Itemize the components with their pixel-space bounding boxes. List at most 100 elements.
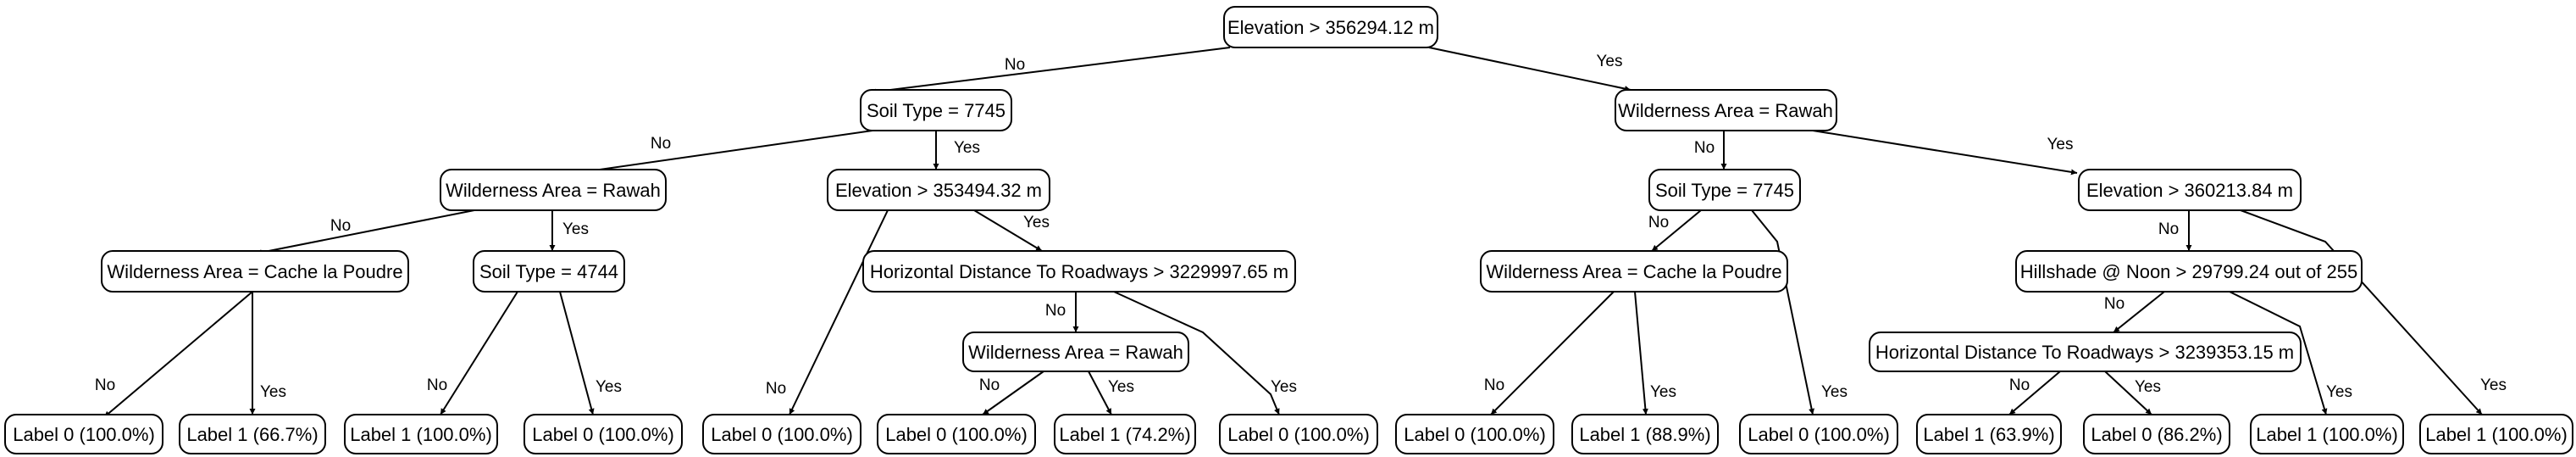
edge-elev353-yes	[973, 209, 1043, 252]
edge-label-yes: Yes	[1023, 214, 1050, 231]
node-label: Soil Type = 4744	[479, 261, 618, 282]
leaf-label: Label 0 (100.0%)	[1404, 424, 1546, 445]
edge-label-yes: Yes	[2326, 383, 2352, 401]
leaf-label: Label 0 (100.0%)	[885, 424, 1028, 445]
tree-leaf: Label 0 (100.0%)	[702, 414, 861, 454]
node-label: Soil Type = 7745	[867, 100, 1005, 121]
node-label: Wilderness Area = Rawah	[446, 180, 661, 201]
leaf-label: Label 0 (100.0%)	[1227, 424, 1370, 445]
edge-elev353-no	[789, 209, 889, 415]
tree-leaf: Label 1 (63.9%)	[1916, 414, 2062, 454]
edge-label-yes: Yes	[954, 139, 980, 157]
tree-leaf: Label 1 (88.9%)	[1571, 414, 1719, 454]
edge-soil-b-yes	[1751, 209, 1815, 415]
edge-label-no: No	[1694, 139, 1715, 157]
tree-leaf: Label 1 (100.0%)	[344, 414, 498, 454]
leaf-label: Label 1 (88.9%)	[1579, 424, 1710, 445]
edge-cache-b-yes	[1634, 291, 1648, 415]
tree-node: Soil Type = 7745	[860, 89, 1012, 131]
node-label: Wilderness Area = Cache la Poudre	[1486, 261, 1781, 282]
node-label: Elevation > 356294.12 m	[1227, 17, 1434, 38]
tree-leaf: Label 0 (86.2%)	[2083, 414, 2230, 454]
edge-label-no: No	[979, 376, 1000, 394]
edge-label-no: No	[1484, 376, 1504, 394]
leaf-label: Label 1 (100.0%)	[2256, 424, 2398, 445]
edge-soil4744-no	[440, 291, 518, 415]
leaf-label: Label 1 (74.2%)	[1059, 424, 1190, 445]
tree-node-root: Elevation > 356294.12 m	[1223, 6, 1438, 48]
edge-label-no: No	[95, 376, 115, 394]
edge-label-yes: Yes	[596, 378, 622, 396]
tree-node: Horizontal Distance To Roadways > 323935…	[1869, 332, 2302, 372]
tree-leaf: Label 1 (100.0%)	[2250, 414, 2404, 454]
edge-root-yes	[1428, 47, 1631, 92]
leaf-label: Label 0 (100.0%)	[711, 424, 853, 445]
leaf-label: Label 1 (66.7%)	[186, 424, 318, 445]
edge-label-yes: Yes	[1108, 378, 1134, 396]
edge-label-yes: Yes	[1650, 383, 1676, 401]
edge-label-yes: Yes	[260, 383, 286, 401]
leaf-label: Label 0 (100.0%)	[532, 424, 674, 445]
edge-road3239-yes	[2104, 371, 2152, 415]
edge-label-yes: Yes	[2480, 376, 2507, 394]
tree-node: Elevation > 353494.32 m	[827, 169, 1050, 211]
edge-rawah-b-yes	[1088, 371, 1112, 415]
tree-node: Wilderness Area = Cache la Poudre	[1480, 250, 1788, 293]
tree-node: Soil Type = 7745	[1648, 169, 1801, 211]
edges-layer: No Yes No Yes No Yes No Yes No Yes No Ye…	[95, 47, 2507, 418]
node-label: Elevation > 360213.84 m	[2086, 180, 2293, 201]
tree-leaf: Label 1 (100.0%)	[2419, 414, 2573, 454]
node-label: Wilderness Area = Cache la Poudre	[107, 261, 402, 282]
edge-elev360-yes	[2240, 209, 2483, 415]
edge-label-no: No	[2009, 376, 2030, 394]
edge-cache-b-no	[1490, 291, 1615, 415]
edge-label-no: No	[2104, 295, 2125, 313]
node-label: Soil Type = 7745	[1655, 180, 1794, 201]
node-label: Horizontal Distance To Roadways > 322999…	[870, 261, 1288, 282]
leaf-label: Label 0 (86.2%)	[2091, 424, 2222, 445]
tree-node: Elevation > 360213.84 m	[2078, 169, 2302, 211]
edge-label-yes: Yes	[1271, 378, 1297, 396]
tree-leaf: Label 1 (74.2%)	[1054, 414, 1196, 454]
edge-soil-a-no	[575, 130, 873, 176]
tree-node: Wilderness Area = Rawah	[962, 332, 1189, 372]
edge-road3229-yes	[1113, 291, 1280, 415]
edge-label-no: No	[1045, 302, 1066, 320]
edge-label-no: No	[766, 380, 786, 398]
tree-node: Hillshade @ Noon > 29799.24 out of 255	[2015, 250, 2363, 293]
leaf-label: Label 0 (100.0%)	[1748, 424, 1890, 445]
edge-label-no: No	[330, 217, 351, 235]
tree-node: Soil Type = 4744	[473, 250, 625, 293]
tree-node: Wilderness Area = Rawah	[1615, 89, 1837, 131]
edge-root-no	[869, 47, 1231, 95]
leaf-label: Label 1 (100.0%)	[350, 424, 492, 445]
edge-hillshade-yes	[2229, 291, 2328, 415]
leaf-label: Label 0 (100.0%)	[13, 424, 155, 445]
node-label: Elevation > 353494.32 m	[835, 180, 1042, 201]
edge-hillshade-no	[2113, 291, 2165, 333]
edge-label-no: No	[651, 135, 671, 153]
tree-leaf: Label 0 (100.0%)	[4, 414, 163, 454]
edge-label-yes: Yes	[1597, 53, 1623, 70]
tree-leaf: Label 0 (100.0%)	[877, 414, 1036, 454]
edge-label-no: No	[427, 376, 447, 394]
nodes-layer: Elevation > 356294.12 m Soil Type = 7745…	[4, 6, 2573, 454]
node-label: Wilderness Area = Rawah	[1618, 100, 1833, 121]
edge-rawah-b-no	[982, 371, 1044, 415]
node-label: Hillshade @ Noon > 29799.24 out of 255	[2020, 261, 2357, 282]
tree-node: Wilderness Area = Rawah	[440, 169, 667, 211]
tree-leaf: Label 0 (100.0%)	[1395, 414, 1554, 454]
node-label: Wilderness Area = Rawah	[968, 342, 1183, 363]
tree-leaf: Label 1 (66.7%)	[179, 414, 326, 454]
edge-road3239-no	[2008, 371, 2061, 415]
tree-leaf: Label 0 (100.0%)	[1219, 414, 1378, 454]
edge-label-no: No	[1648, 214, 1669, 231]
edge-label-yes: Yes	[2047, 136, 2074, 153]
edge-label-yes: Yes	[2135, 378, 2161, 396]
edge-label-yes: Yes	[562, 220, 589, 238]
tree-leaf: Label 0 (100.0%)	[524, 414, 683, 454]
edge-label-no: No	[2158, 220, 2179, 238]
leaf-label: Label 1 (63.9%)	[1923, 424, 2054, 445]
edge-soil-b-no	[1651, 209, 1702, 252]
